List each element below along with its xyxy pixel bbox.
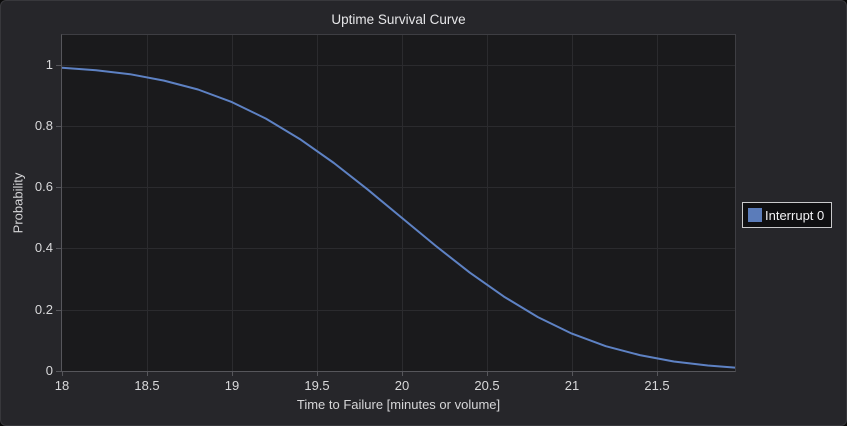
chart-title: Uptime Survival Curve: [331, 12, 466, 27]
vertical-gridline: [657, 35, 658, 371]
horizontal-gridline: [62, 187, 735, 188]
horizontal-gridline: [62, 310, 735, 311]
x-tick-label: 20: [394, 378, 410, 393]
horizontal-gridline: [62, 126, 735, 127]
vertical-gridline: [572, 35, 573, 371]
y-tick-label: 0.4: [34, 240, 53, 255]
series-line-interrupt-0: [62, 66, 735, 369]
x-tick-mark: [62, 372, 63, 376]
x-tick-mark: [317, 372, 318, 376]
y-tick-mark: [56, 126, 61, 127]
y-tick-label: 0.8: [34, 118, 53, 133]
y-tick-label: 0.2: [34, 302, 53, 317]
y-tick-mark: [56, 187, 61, 188]
plot-area[interactable]: [61, 34, 736, 372]
x-tick-label: 18: [54, 378, 70, 393]
x-tick-label: 20.5: [474, 378, 500, 393]
y-tick-mark: [56, 310, 61, 311]
legend-label: Interrupt 0: [765, 207, 825, 223]
vertical-gridline: [232, 35, 233, 371]
y-tick-label: 0.6: [34, 179, 53, 194]
x-tick-mark: [147, 372, 148, 376]
x-tick-mark: [487, 372, 488, 376]
legend-swatch-icon: [748, 208, 762, 222]
x-tick-mark: [232, 372, 233, 376]
x-tick-mark: [657, 372, 658, 376]
vertical-gridline: [487, 35, 488, 371]
x-tick-label: 19.5: [304, 378, 330, 393]
x-tick-mark: [572, 372, 573, 376]
x-tick-label: 21: [564, 378, 580, 393]
legend-item-interrupt-0[interactable]: Interrupt 0: [742, 202, 833, 228]
y-tick-label: 1: [45, 57, 53, 72]
vertical-gridline: [402, 35, 403, 371]
y-tick-mark: [56, 371, 61, 372]
vertical-gridline: [317, 35, 318, 371]
horizontal-gridline: [62, 248, 735, 249]
survival-curve: [62, 66, 735, 369]
y-tick-label: 0: [45, 363, 53, 378]
x-axis-label: Time to Failure [minutes or volume]: [296, 397, 501, 412]
y-tick-mark: [56, 65, 61, 66]
x-tick-label: 19: [224, 378, 240, 393]
x-tick-label: 18.5: [134, 378, 160, 393]
y-tick-mark: [56, 248, 61, 249]
x-tick-label: 21.5: [644, 378, 670, 393]
horizontal-gridline: [62, 65, 735, 66]
x-tick-mark: [402, 372, 403, 376]
vertical-gridline: [147, 35, 148, 371]
